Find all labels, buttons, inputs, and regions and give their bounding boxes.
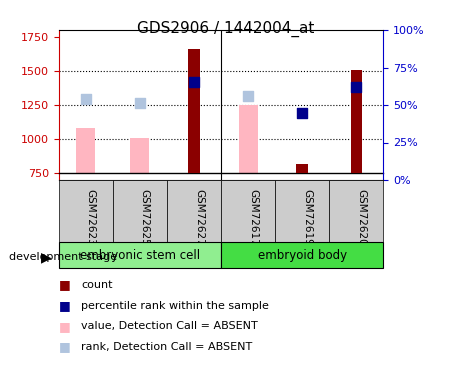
FancyBboxPatch shape (329, 180, 383, 242)
Text: GSM72625: GSM72625 (140, 189, 150, 246)
FancyBboxPatch shape (275, 180, 329, 242)
Text: ▶: ▶ (41, 250, 52, 264)
Bar (130, 138, 149, 173)
Text: embryonic stem cell: embryonic stem cell (80, 249, 200, 261)
Text: GSM72617: GSM72617 (248, 189, 258, 246)
Point (299, 110, 306, 116)
Bar (239, 105, 258, 173)
Text: value, Detection Call = ABSENT: value, Detection Call = ABSENT (81, 321, 258, 331)
Point (353, 84, 360, 90)
FancyBboxPatch shape (59, 180, 113, 242)
FancyBboxPatch shape (221, 180, 275, 242)
FancyBboxPatch shape (59, 242, 221, 268)
Text: GSM72620: GSM72620 (356, 189, 366, 246)
Text: ■: ■ (59, 279, 70, 291)
FancyBboxPatch shape (221, 242, 383, 268)
Text: GDS2906 / 1442004_at: GDS2906 / 1442004_at (137, 21, 314, 37)
Text: development stage: development stage (9, 252, 117, 262)
Bar (296, 164, 308, 173)
Text: GSM72623: GSM72623 (86, 189, 96, 246)
FancyBboxPatch shape (113, 180, 167, 242)
Text: percentile rank within the sample: percentile rank within the sample (81, 301, 269, 310)
FancyBboxPatch shape (167, 180, 221, 242)
Text: rank, Detection Call = ABSENT: rank, Detection Call = ABSENT (81, 342, 253, 352)
Point (244, 93, 252, 99)
Text: embryoid body: embryoid body (258, 249, 347, 261)
Point (190, 79, 198, 85)
Point (136, 100, 143, 106)
Text: ■: ■ (59, 340, 70, 353)
Text: GSM72619: GSM72619 (302, 189, 312, 246)
Bar (76, 128, 95, 173)
Text: ■: ■ (59, 299, 70, 312)
Bar (188, 49, 200, 173)
Point (82, 96, 89, 102)
Text: GSM72627: GSM72627 (194, 189, 204, 246)
Bar (350, 69, 362, 173)
Text: ■: ■ (59, 320, 70, 333)
Text: count: count (81, 280, 113, 290)
